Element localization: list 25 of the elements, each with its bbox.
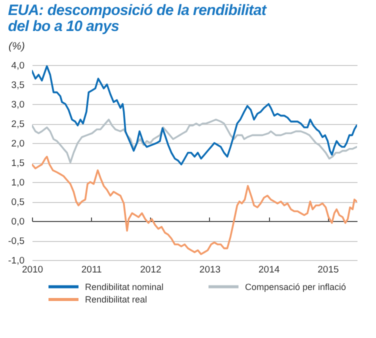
y-tick-label: 3,0 (11, 100, 24, 110)
legend-label: Rendibilitat real (85, 294, 148, 304)
legend-label: Compensació per inflació (245, 282, 346, 292)
chart-title: EUA: descomposició de la rendibilitat del bo a 10 anys (8, 2, 268, 35)
y-tick-label: 1,0 (11, 178, 24, 188)
x-tick-label: 2012 (140, 264, 162, 276)
legend-label: Rendibilitat nominal (85, 282, 164, 292)
line-series (32, 156, 357, 256)
y-tick-label: -1,0 (8, 256, 24, 266)
x-tick-label: 2011 (81, 264, 102, 276)
y-tick-label: 2,0 (11, 138, 24, 150)
y-tick-label: 0,5 (11, 197, 24, 208)
x-tick-label: 2013 (199, 264, 221, 276)
y-tick-label: 2,5 (11, 119, 24, 130)
x-tick-label: 2015 (318, 264, 339, 276)
x-tick-label: 2014 (258, 264, 280, 276)
line-series (32, 118, 357, 164)
y-tick-label: 3,5 (11, 80, 24, 91)
y-tick-label: 0,0 (11, 216, 24, 228)
y-tick-label: -0,5 (8, 236, 24, 247)
line-series (32, 65, 357, 166)
y-tick-label: 4,0 (11, 60, 24, 72)
y-axis-title: (%) (8, 40, 25, 52)
y-tick-label: 1,5 (11, 158, 24, 169)
x-tick-label: 2010 (22, 264, 44, 276)
